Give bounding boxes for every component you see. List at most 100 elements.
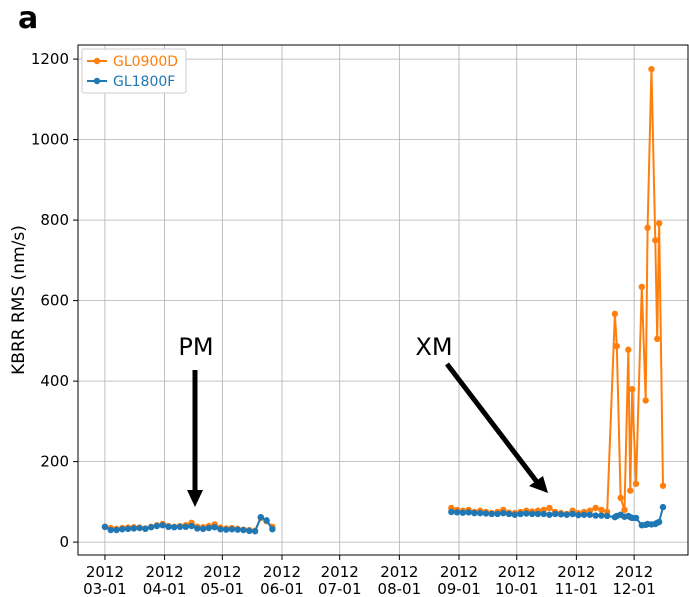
x-tick-label-line: 11-01 bbox=[555, 580, 599, 597]
data-point bbox=[228, 526, 236, 533]
data-point bbox=[655, 220, 663, 227]
data-point bbox=[563, 511, 570, 518]
x-tick-label: 2012 12-01 bbox=[612, 563, 656, 597]
x-tick-label-line: 07-01 bbox=[318, 580, 362, 597]
data-point bbox=[569, 510, 576, 518]
data-point bbox=[603, 512, 611, 520]
data-point bbox=[217, 526, 224, 533]
data-point bbox=[153, 522, 161, 530]
data-point bbox=[652, 237, 659, 244]
data-point bbox=[240, 526, 247, 534]
data-point bbox=[159, 522, 166, 529]
data-point bbox=[644, 224, 651, 231]
arrow-head bbox=[529, 476, 548, 493]
data-point bbox=[194, 525, 201, 532]
x-tick-label: 2012 04-01 bbox=[143, 563, 187, 597]
plot-frame bbox=[77, 44, 689, 556]
data-point bbox=[540, 510, 547, 518]
data-point bbox=[575, 511, 582, 519]
data-point bbox=[211, 524, 218, 531]
data-point bbox=[632, 480, 640, 487]
data-point bbox=[642, 397, 649, 404]
x-tick-label-line: 2012 bbox=[263, 563, 301, 581]
data-point bbox=[586, 511, 594, 518]
x-tick-label: 2012 07-01 bbox=[318, 563, 362, 597]
data-point bbox=[130, 525, 138, 532]
data-point bbox=[552, 510, 559, 518]
data-point bbox=[592, 512, 599, 519]
legend-marker bbox=[93, 57, 101, 65]
data-point bbox=[598, 506, 605, 514]
x-tick-label-line: 2012 bbox=[380, 563, 418, 581]
data-point bbox=[511, 511, 519, 518]
data-point bbox=[505, 510, 513, 518]
data-point bbox=[136, 524, 143, 532]
x-tick-label-line: 2012 bbox=[321, 563, 359, 581]
data-point bbox=[488, 510, 495, 518]
data-point bbox=[528, 510, 536, 518]
data-point bbox=[617, 494, 624, 502]
data-point bbox=[659, 482, 667, 489]
x-tick-label-line: 09-01 bbox=[437, 580, 481, 597]
data-point bbox=[625, 346, 632, 353]
x-tick-label-line: 12-01 bbox=[612, 580, 656, 597]
data-point bbox=[465, 509, 472, 516]
x-tick-label-line: 03-01 bbox=[83, 580, 127, 597]
x-tick-label: 2012 09-01 bbox=[437, 563, 481, 597]
x-tick-label: 2012 03-01 bbox=[83, 563, 127, 597]
data-point bbox=[107, 526, 114, 534]
annotation: PM bbox=[178, 333, 213, 361]
x-tick-label-line: 04-01 bbox=[143, 580, 187, 597]
data-point bbox=[632, 514, 640, 522]
y-tick-label: 200 bbox=[40, 453, 69, 471]
x-tick-label: 2012 11-01 bbox=[555, 563, 599, 597]
y-tick-label: 800 bbox=[40, 211, 69, 229]
data-point bbox=[476, 509, 484, 517]
y-tick-label: 600 bbox=[40, 292, 69, 310]
x-tick-label-line: 05-01 bbox=[201, 580, 245, 597]
annotation: XM bbox=[415, 333, 452, 361]
y-axis-label: KBRR RMS (nm/s) bbox=[9, 225, 29, 375]
x-tick-label-line: 08-01 bbox=[378, 580, 422, 597]
x-tick-label-line: 10-01 bbox=[495, 580, 539, 597]
data-point bbox=[517, 510, 524, 518]
x-tick-label: 2012 06-01 bbox=[260, 563, 304, 597]
data-point bbox=[494, 510, 501, 518]
y-tick-label: 1200 bbox=[31, 50, 69, 68]
data-point bbox=[628, 385, 636, 393]
data-point bbox=[263, 517, 270, 524]
legend-label: GL1800F bbox=[113, 74, 175, 90]
data-point bbox=[165, 523, 172, 531]
legend-box bbox=[81, 48, 187, 94]
data-point bbox=[124, 525, 132, 533]
x-tick-label: 2012 05-01 bbox=[201, 563, 245, 597]
data-point bbox=[222, 526, 230, 533]
data-point bbox=[176, 523, 184, 531]
x-tick-label-line: 2012 bbox=[86, 563, 124, 581]
data-point bbox=[101, 523, 109, 531]
data-point bbox=[448, 508, 455, 516]
data-point bbox=[459, 509, 467, 516]
data-point bbox=[500, 509, 507, 517]
chart-title: a bbox=[18, 1, 38, 36]
data-point bbox=[627, 487, 634, 494]
data-point bbox=[269, 526, 276, 533]
data-point bbox=[471, 509, 478, 517]
arrow-head bbox=[187, 490, 203, 507]
data-point bbox=[251, 528, 259, 535]
data-point bbox=[188, 522, 195, 530]
data-point bbox=[482, 510, 490, 517]
data-point bbox=[534, 510, 542, 518]
data-point bbox=[205, 524, 213, 532]
x-tick-label-line: 2012 bbox=[203, 563, 241, 581]
data-point bbox=[611, 310, 619, 318]
x-tick-label-line: 2012 bbox=[440, 563, 478, 581]
x-tick-label: 2012 08-01 bbox=[378, 563, 422, 597]
y-tick-label: 1000 bbox=[31, 131, 69, 149]
data-point bbox=[655, 518, 663, 526]
data-point bbox=[557, 511, 565, 518]
data-point bbox=[654, 335, 661, 343]
data-point bbox=[142, 525, 149, 533]
x-tick-label-line: 2012 bbox=[615, 563, 653, 581]
